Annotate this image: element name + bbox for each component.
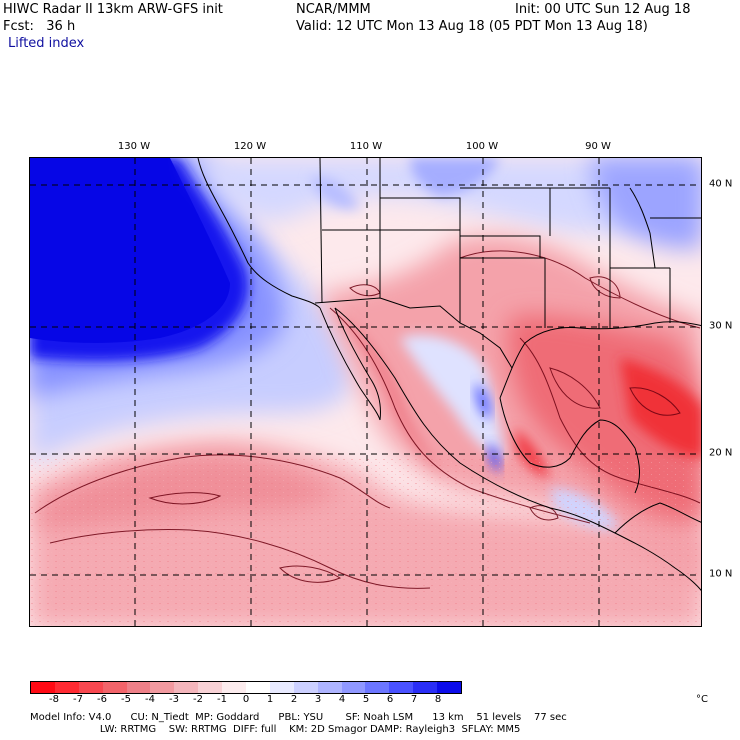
lat-label: 40 N: [709, 178, 733, 190]
lon-label: 100 W: [465, 141, 499, 152]
coastlines-borders: [197, 158, 701, 592]
colorbar-segment: [78, 682, 103, 693]
forecast-hour: Fcst: 36 h: [3, 19, 76, 34]
colorbar-tick-label: 4: [338, 694, 346, 705]
colorbar-segment: [102, 682, 127, 693]
shading-layer: [30, 158, 701, 626]
colorbar-tick-label: -2: [193, 694, 203, 705]
colorbar-tick-label: 5: [362, 694, 370, 705]
lat-lon-grid: [30, 158, 701, 626]
lon-label: 90 W: [585, 141, 611, 152]
colorbar-segment: [365, 682, 390, 693]
colorbar-tick-label: 8: [434, 694, 442, 705]
model-info-line-1: Model Info: V4.0 CU: N_Tiedt MP: Goddard…: [30, 712, 567, 723]
colorbar-segment: [150, 682, 175, 693]
colorbar-tick-label: -1: [217, 694, 227, 705]
lon-label: 130 W: [117, 141, 151, 152]
lat-label: 20 N: [709, 447, 733, 459]
colorbar-tick-label: -8: [49, 694, 59, 705]
colorbar-segment: [198, 682, 223, 693]
colorbar-segment: [389, 682, 414, 693]
colorbar-segment: [126, 682, 151, 693]
lat-label: 10 N: [709, 568, 733, 580]
colorbar-segment: [317, 682, 342, 693]
colorbar-tick-label: 3: [314, 694, 322, 705]
colorbar-tick-label: 0: [242, 694, 250, 705]
colorbar-tick-label: -6: [97, 694, 107, 705]
colorbar-unit: °C: [696, 694, 708, 705]
lifted-index-map: [29, 157, 702, 627]
organization-label: NCAR/MMM: [296, 2, 371, 17]
field-name: Lifted index: [8, 36, 85, 51]
model-title: HIWC Radar II 13km ARW-GFS init: [3, 2, 223, 17]
colorbar-segment: [341, 682, 366, 693]
colorbar-tick-label: -7: [73, 694, 83, 705]
lat-label: 30 N: [709, 320, 733, 332]
lon-label: 120 W: [233, 141, 267, 152]
colorbar-segment: [437, 682, 462, 693]
init-time: Init: 00 UTC Sun 12 Aug 18: [515, 2, 691, 17]
colorbar-tick-label: 1: [266, 694, 274, 705]
colorbar-tick-label: -5: [121, 694, 131, 705]
colorbar-segment: [174, 682, 199, 693]
colorbar-tick-label: 6: [386, 694, 394, 705]
colorbar-segment: [246, 682, 270, 693]
colorbar-tick-label: -4: [145, 694, 155, 705]
lifted-index-colorbar: [30, 681, 462, 694]
colorbar-tick-label: 7: [410, 694, 418, 705]
colorbar-tick-label: 2: [290, 694, 298, 705]
colorbar-segment: [413, 682, 438, 693]
colorbar-segment: [31, 682, 55, 693]
colorbar-segment: [54, 682, 79, 693]
lon-label: 110 W: [349, 141, 383, 152]
valid-time: Valid: 12 UTC Mon 13 Aug 18 (05 PDT Mon …: [296, 19, 648, 34]
colorbar-segment: [222, 682, 247, 693]
model-info-line-2: LW: RRTMG SW: RRTMG DIFF: full KM: 2D Sm…: [30, 724, 521, 735]
colorbar-segment: [269, 682, 294, 693]
colorbar-tick-label: -3: [169, 694, 179, 705]
colorbar-segment: [293, 682, 318, 693]
